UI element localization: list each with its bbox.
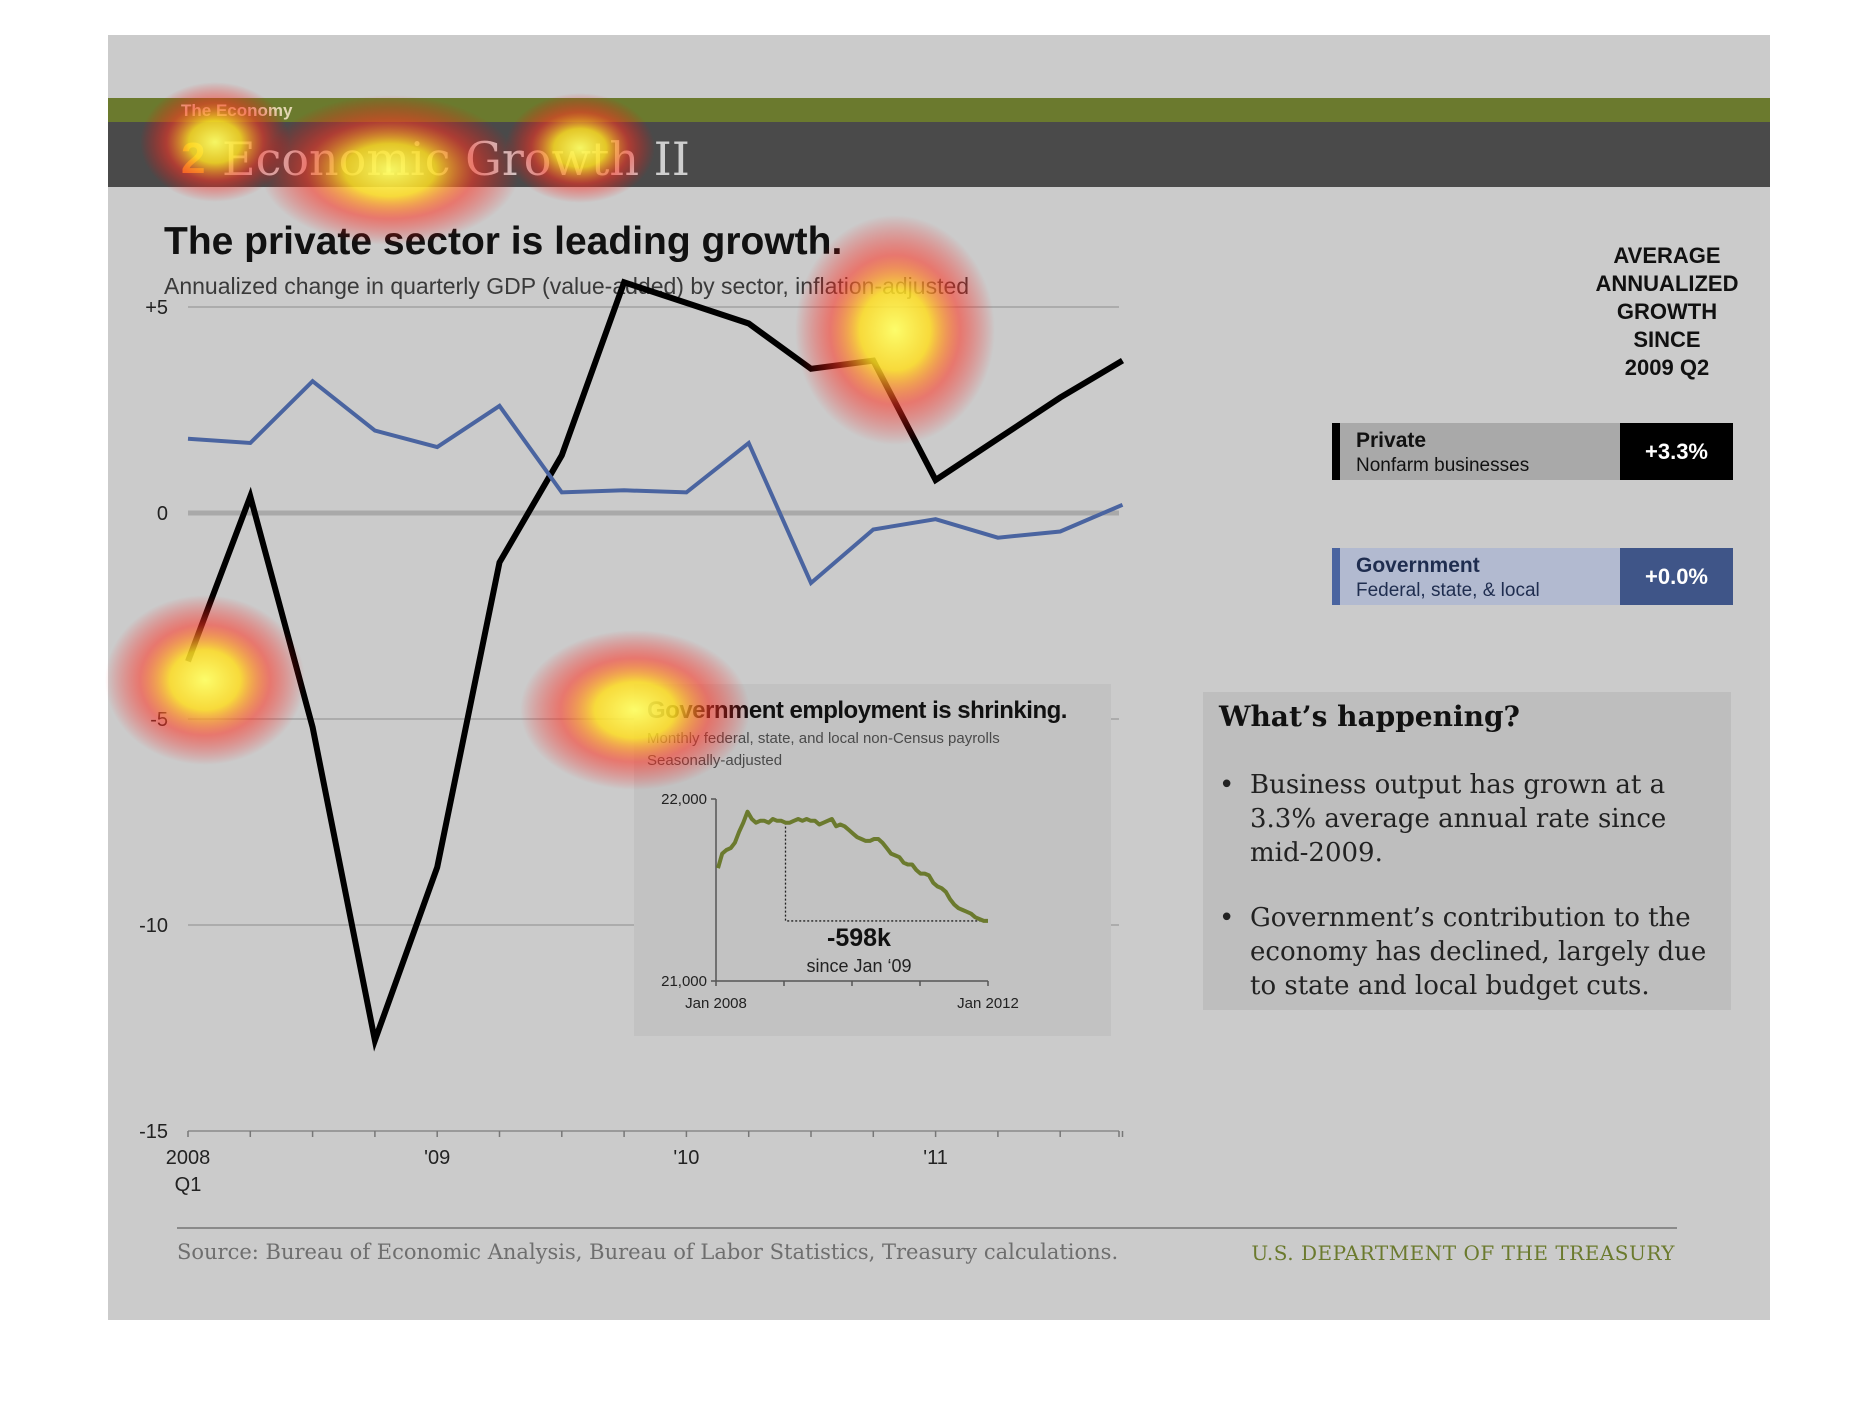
employment-series-line bbox=[716, 809, 988, 923]
bullet-dot-icon: • bbox=[1219, 770, 1235, 800]
inset-annotation-value: -598k bbox=[827, 924, 891, 952]
inset-bracket bbox=[784, 822, 988, 922]
whats-happening-box: What’s happening? • Business output has … bbox=[1203, 692, 1731, 1010]
legend-government: Government Federal, state, & local +0.0% bbox=[1332, 548, 1733, 605]
employment-line-chart: 22,000 21,000 Jan 2008 Jan 2012 -598k since J… bbox=[661, 791, 1019, 1012]
source-note: Source: Bureau of Economic Analysis, Bur… bbox=[177, 1240, 1119, 1264]
x-tick-label: Q1 bbox=[175, 1174, 202, 1196]
private-desc: Nonfarm businesses bbox=[1356, 455, 1530, 476]
slide: The Economy 2 Economic Growth II The pri… bbox=[108, 35, 1770, 1320]
x-tick-label: '11 bbox=[923, 1147, 948, 1169]
inset-subtitle: Monthly federal, state, and local non-Ce… bbox=[647, 730, 1000, 747]
whats-happening-title: What’s happening? bbox=[1219, 700, 1520, 733]
inset-title: Government employment is shrinking. bbox=[647, 697, 1067, 724]
inset-subtitle-2: Seasonally-adjusted bbox=[647, 752, 783, 769]
government-name: Government bbox=[1356, 554, 1480, 577]
employment-inset: 22,000 21,000 Jan 2008 Jan 2012 -598k since J… bbox=[634, 684, 1111, 1036]
inset-annotation-text: since Jan ‘09 bbox=[806, 956, 911, 976]
legend-private: Private Nonfarm businesses +3.3% bbox=[1332, 423, 1733, 480]
legend-header: AVERAGE ANNUALIZED GROWTH SINCE 2009 Q2 bbox=[1595, 243, 1739, 380]
inset-x-tick-label: Jan 2012 bbox=[957, 995, 1019, 1012]
treasury-credit: U.S. DEPARTMENT OF THE TREASURY bbox=[1251, 1241, 1675, 1265]
government-label-box: Government Federal, state, & local bbox=[1340, 548, 1620, 605]
y-tick-label: -5 bbox=[150, 709, 168, 731]
private-series-line bbox=[185, 278, 1125, 1052]
footer-divider bbox=[177, 1227, 1677, 1229]
private-value: +3.3% bbox=[1620, 423, 1733, 480]
y-tick-label: -10 bbox=[139, 915, 168, 937]
private-swatch bbox=[1332, 423, 1340, 480]
gdp-line-chart: +5 0 -5 -10 -15 2008 Q1 '09 '10 '11 bbox=[139, 278, 1125, 1196]
government-value: +0.0% bbox=[1620, 548, 1733, 605]
y-tick-label: +5 bbox=[145, 297, 168, 319]
government-swatch bbox=[1332, 548, 1340, 605]
private-name: Private bbox=[1356, 429, 1427, 452]
x-tick-label: 2008 bbox=[166, 1147, 211, 1169]
x-tick-label: '09 bbox=[424, 1147, 450, 1169]
inset-y-tick-label: 21,000 bbox=[661, 973, 707, 990]
inset-y-tick-label: 22,000 bbox=[661, 791, 707, 808]
x-tick-label: '10 bbox=[673, 1147, 699, 1169]
private-label-box: Private Nonfarm businesses bbox=[1340, 423, 1620, 480]
government-desc: Federal, state, & local bbox=[1356, 580, 1540, 601]
inset-x-tick-label: Jan 2008 bbox=[685, 995, 747, 1012]
bullet-text: Government’s contribution to the economy… bbox=[1250, 903, 1707, 1001]
y-tick-label: -15 bbox=[139, 1121, 168, 1143]
y-tick-label: 0 bbox=[157, 503, 168, 525]
government-series-line bbox=[187, 378, 1124, 587]
bullet-dot-icon: • bbox=[1219, 903, 1235, 933]
bullet-text: Business output has grown at a 3.3% aver… bbox=[1250, 770, 1667, 868]
